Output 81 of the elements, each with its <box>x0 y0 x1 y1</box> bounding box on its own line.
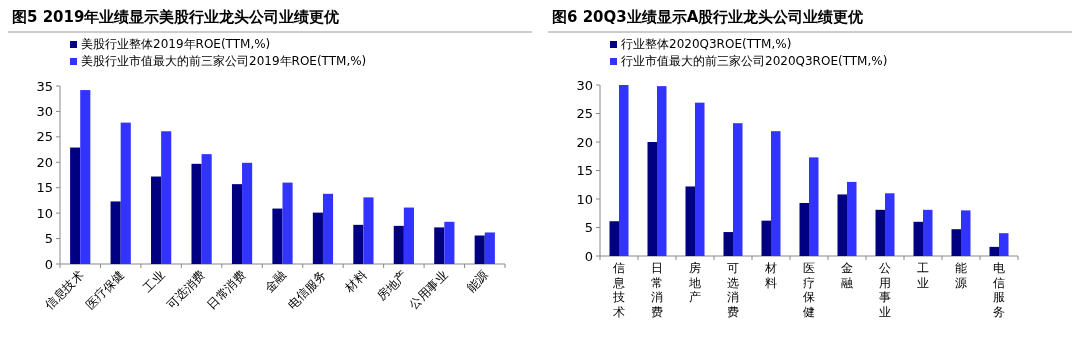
bar <box>723 232 733 256</box>
bar <box>913 221 923 256</box>
x-tick-label: 信息技术 <box>612 261 625 319</box>
bar <box>120 122 131 264</box>
bar <box>685 186 695 256</box>
y-tick-label: 10 <box>36 205 53 221</box>
bar <box>484 232 495 264</box>
bar <box>989 246 999 256</box>
bar <box>191 163 202 264</box>
y-tick-label: 30 <box>576 77 593 93</box>
bar <box>272 208 283 264</box>
x-tick-label: 可选消费 <box>727 261 739 319</box>
y-tick-label: 35 <box>36 78 53 94</box>
bar <box>444 221 455 264</box>
x-tick-label: 能源 <box>955 261 967 290</box>
y-tick-label: 0 <box>44 256 53 272</box>
x-tick-label: 金融 <box>841 261 853 290</box>
bar <box>434 227 445 264</box>
bar <box>619 85 629 256</box>
legend-label: 美股行业市值最大的前三家公司2019年ROE(TTM,%) <box>81 54 367 68</box>
bar <box>161 131 172 264</box>
chart-title: 图6 20Q3业绩显示A股行业龙头公司业绩更优 <box>552 8 864 26</box>
legend-label: 行业市值最大的前三家公司2020Q3ROE(TTM,%) <box>621 54 888 68</box>
bar <box>761 220 771 256</box>
bar <box>322 193 334 264</box>
bar <box>799 202 809 256</box>
bar <box>885 193 895 256</box>
y-tick-label: 0 <box>584 248 593 264</box>
bar <box>403 207 414 264</box>
chart-title: 图5 2019年业绩显示美股行业龙头公司业绩更优 <box>12 8 340 26</box>
bar <box>231 184 243 264</box>
bar <box>201 154 212 264</box>
y-tick-label: 15 <box>36 180 53 196</box>
bar <box>151 176 162 264</box>
x-tick-label: 能源 <box>464 268 491 296</box>
legend-label: 美股行业整体2019年ROE(TTM,%) <box>81 37 271 51</box>
bar <box>657 86 667 256</box>
bar <box>70 147 81 264</box>
y-tick-label: 25 <box>36 129 53 145</box>
y-tick-label: 25 <box>576 106 593 121</box>
x-tick-label: 电信服务 <box>993 261 1005 319</box>
y-tick-label: 20 <box>576 134 593 150</box>
bar <box>771 131 781 256</box>
bar <box>961 210 971 256</box>
y-tick-label: 15 <box>576 163 593 178</box>
y-tick-label: 5 <box>44 231 53 247</box>
bar <box>647 142 657 256</box>
x-tick-label: 金融 <box>261 268 289 296</box>
x-tick-label: 日常消费 <box>204 268 249 313</box>
bar <box>951 229 961 256</box>
bar <box>695 102 705 256</box>
y-tick-label: 20 <box>36 154 53 170</box>
bar <box>847 181 857 256</box>
x-tick-label: 房地产 <box>688 261 701 304</box>
bar <box>353 224 364 264</box>
bar <box>80 90 91 264</box>
bar <box>809 157 819 256</box>
x-tick-label: 工业 <box>140 268 168 296</box>
bar <box>312 212 323 264</box>
bar <box>733 123 743 256</box>
x-tick-label: 医疗保健 <box>803 261 815 319</box>
x-tick-label: 工业 <box>917 261 929 290</box>
bar <box>609 221 619 256</box>
y-tick-label: 10 <box>576 191 593 207</box>
bar <box>923 209 933 256</box>
bar <box>242 162 253 264</box>
bar <box>110 201 121 264</box>
bar <box>363 197 374 264</box>
bar <box>999 233 1009 256</box>
legend-label: 行业整体2020Q3ROE(TTM,%) <box>621 37 792 51</box>
y-tick-label: 30 <box>36 103 53 119</box>
bar <box>875 209 885 256</box>
bar <box>837 194 847 256</box>
x-tick-label: 公用事业 <box>879 261 891 319</box>
bar <box>474 235 485 264</box>
bar <box>393 225 404 264</box>
x-tick-label: 材料 <box>341 268 370 296</box>
x-tick-label: 日常消费 <box>651 261 663 319</box>
y-tick-label: 5 <box>584 220 593 235</box>
bar <box>282 182 293 264</box>
x-tick-label: 材料 <box>764 261 777 290</box>
